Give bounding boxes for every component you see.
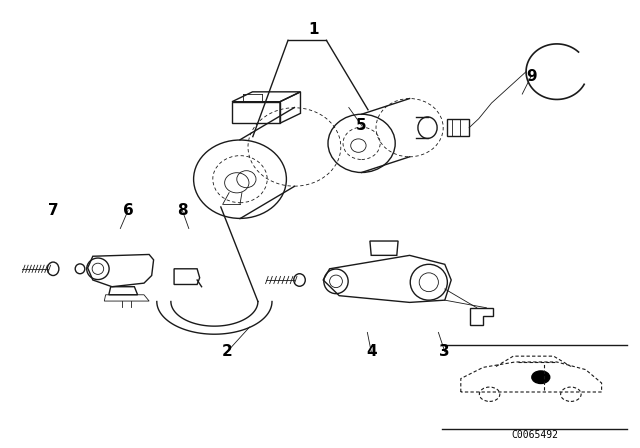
Text: 2: 2 <box>222 344 232 359</box>
Text: 9: 9 <box>526 69 536 84</box>
Text: 3: 3 <box>440 344 450 359</box>
Text: 5: 5 <box>356 118 367 133</box>
Text: 8: 8 <box>177 203 188 218</box>
Text: 6: 6 <box>123 203 133 218</box>
Circle shape <box>532 371 550 383</box>
Text: 1: 1 <box>308 22 319 37</box>
Text: 4: 4 <box>366 344 376 359</box>
Text: 7: 7 <box>48 203 58 218</box>
Text: C0065492: C0065492 <box>511 431 558 440</box>
